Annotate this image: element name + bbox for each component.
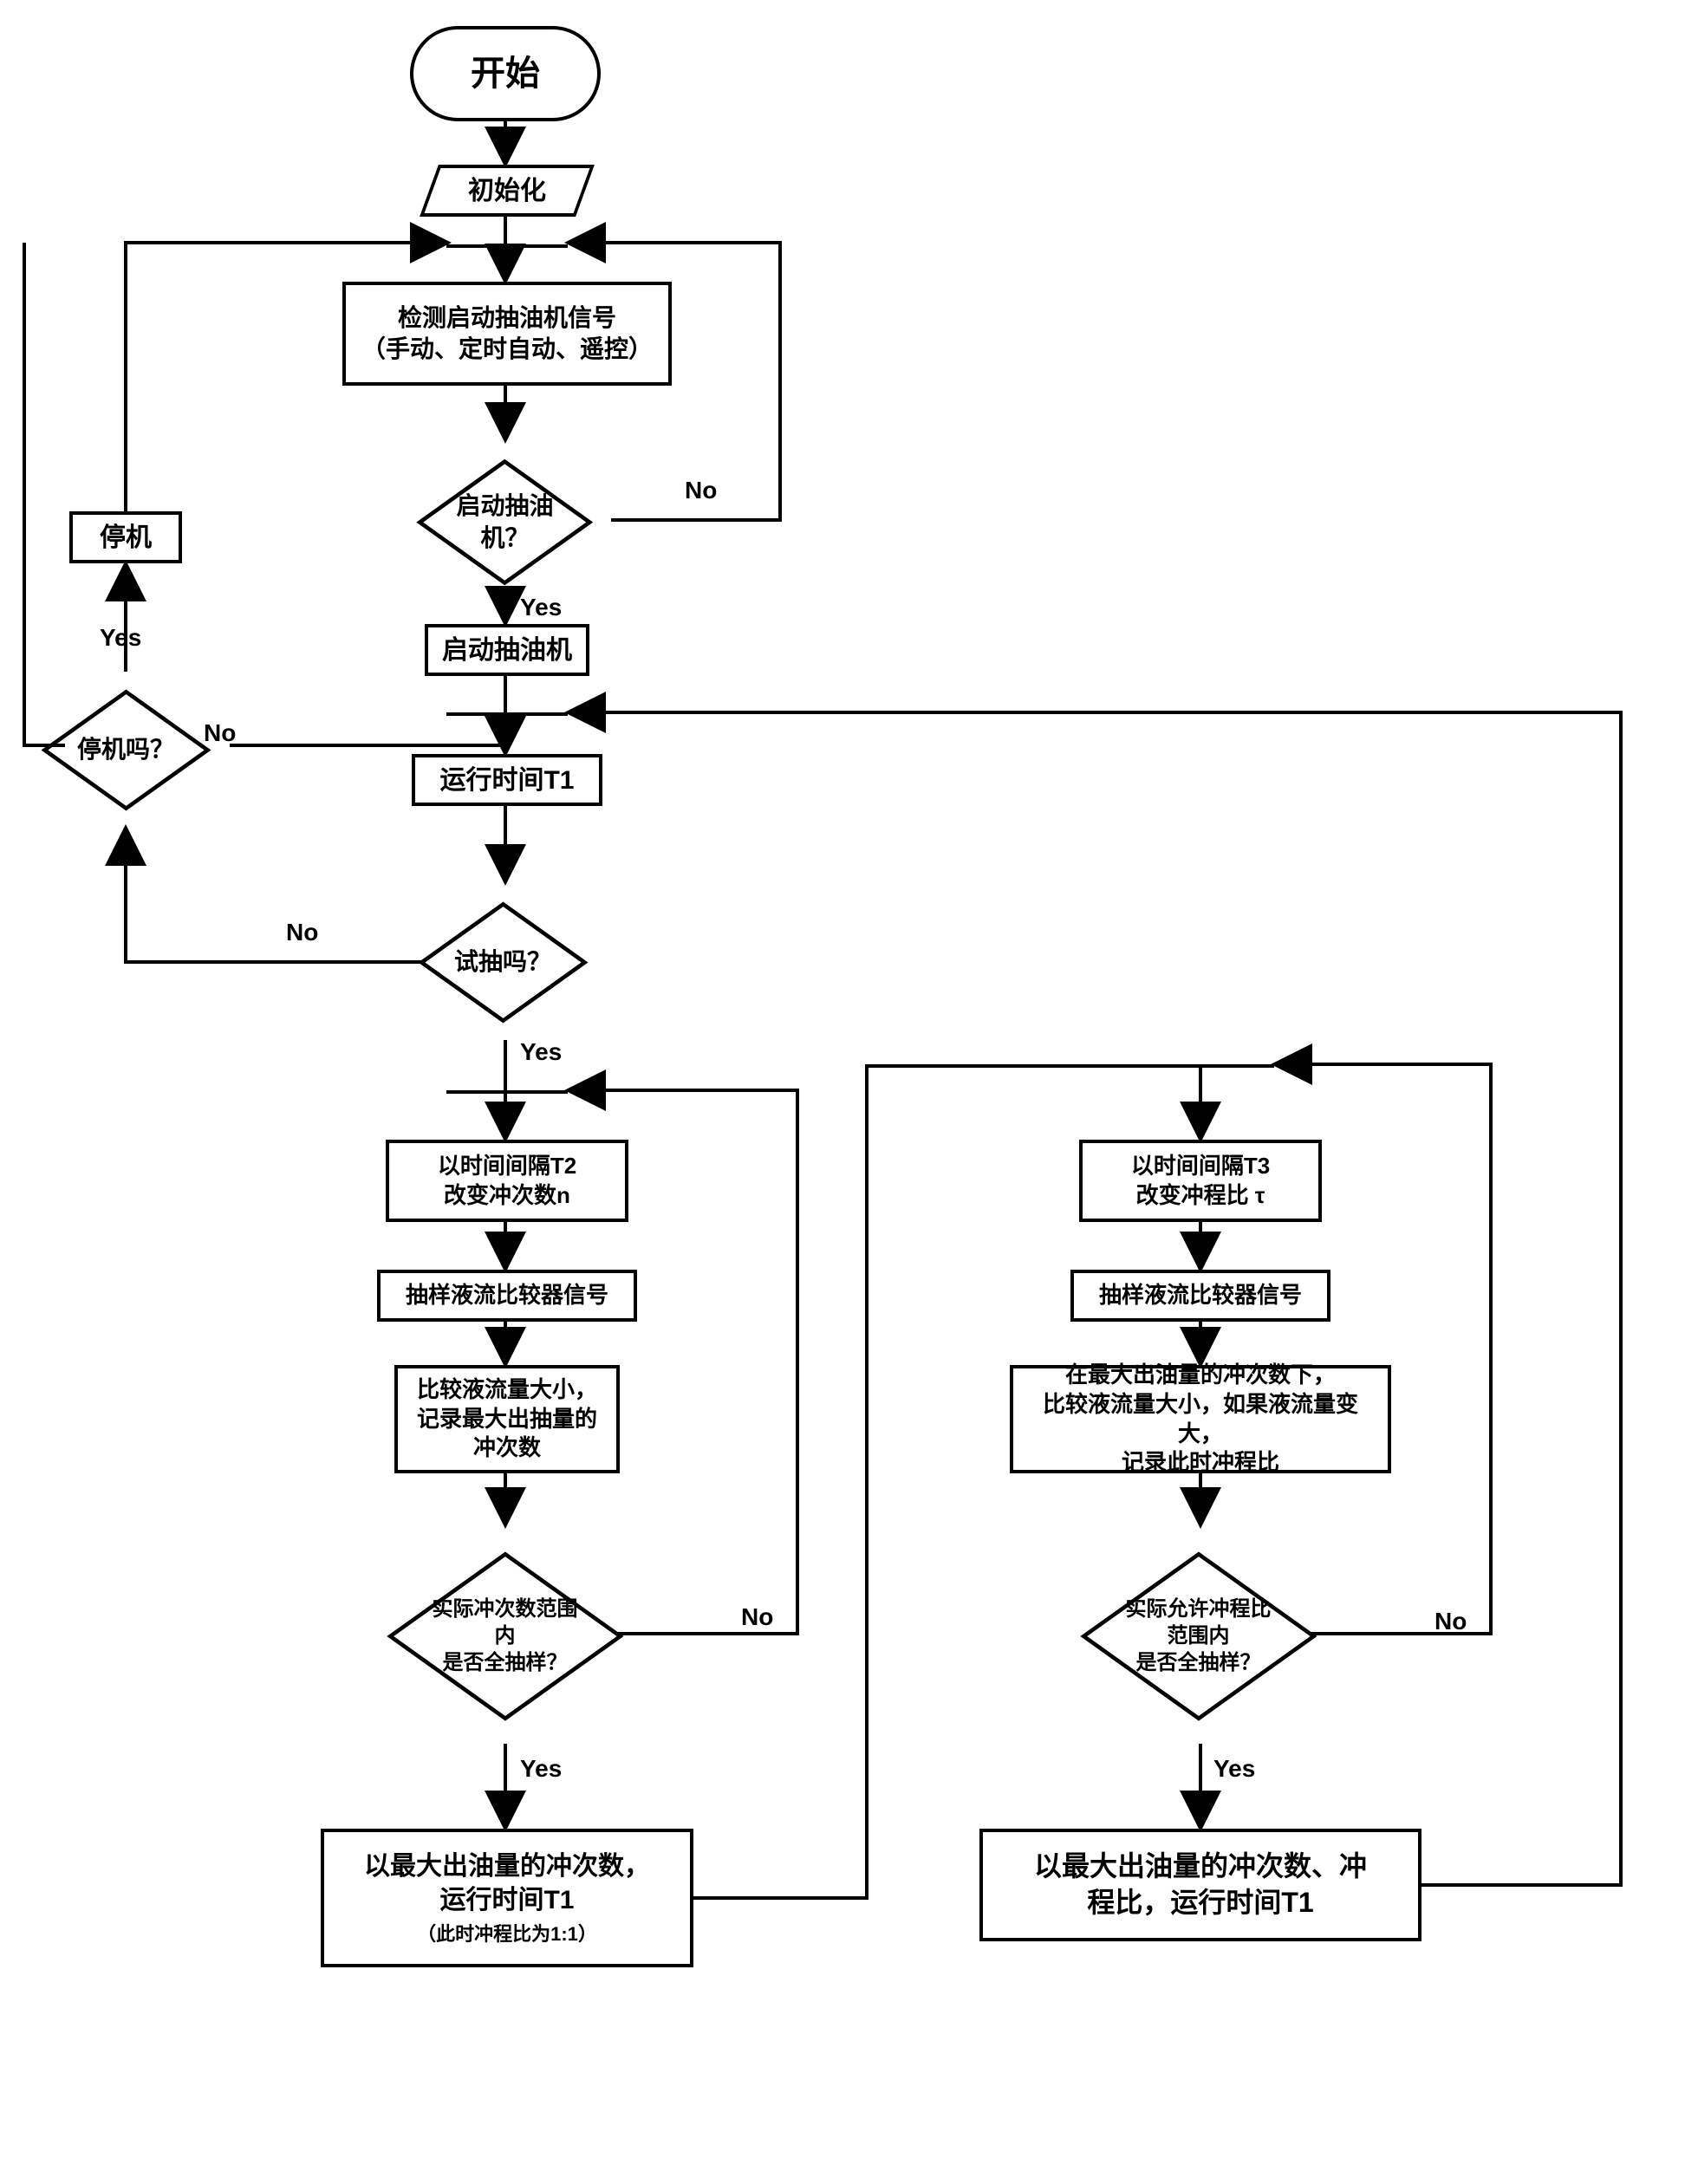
edge (230, 714, 505, 745)
edge (126, 828, 423, 962)
node-compare_r: 在最大出油量的冲次数下， 比较液流量大小，如果液流量变大， 记录此时冲程比 (1010, 1365, 1391, 1473)
node-t2_change: 以时间间隔T2 改变冲次数n (386, 1140, 628, 1222)
node-start: 开始 (410, 26, 601, 121)
edge-label-no4: No (741, 1603, 773, 1631)
edge (24, 243, 65, 745)
node-t3_change: 以时间间隔T3 改变冲程比 τ (1079, 1140, 1322, 1222)
node-do_start: 启动抽油机 (425, 624, 589, 676)
edge-label-no5: No (1435, 1608, 1467, 1635)
edge-label-yes5: Yes (1213, 1755, 1255, 1783)
node-sample_r: 抽样液流比较器信号 (1070, 1270, 1330, 1322)
node-q_stop: 停机吗？ (65, 689, 186, 810)
node-q_full_r: 实际允许冲程比范围内 是否全抽样？ (1114, 1551, 1283, 1720)
node-sample_l: 抽样液流比较器信号 (377, 1270, 637, 1322)
node-q_trial: 试抽吗？ (442, 901, 563, 1023)
edge-label-no2: No (286, 919, 318, 946)
edge-label-no1: No (685, 477, 717, 504)
edge-label-yes2: Yes (520, 1038, 562, 1066)
node-compare_l: 比较液流量大小， 记录最大出抽量的 冲次数 (394, 1365, 620, 1473)
edge-label-yes4: Yes (520, 1755, 562, 1783)
flowchart-edges (0, 0, 1698, 2184)
node-stop: 停机 (69, 511, 182, 563)
edge-label-yes1: Yes (520, 594, 562, 621)
node-result_l: 以最大出油量的冲次数， 运行时间T1（此时冲程比为1:1） (321, 1829, 693, 1967)
edge-label-yes3: Yes (100, 624, 141, 652)
node-result_r: 以最大出油量的冲次数、冲 程比，运行时间T1 (979, 1829, 1422, 1941)
node-init: 初始化 (429, 165, 585, 217)
node-q_full_l: 实际冲次数范围内 是否全抽样？ (420, 1551, 589, 1720)
edge-label-no3: No (204, 719, 236, 747)
node-detect: 检测启动抽油机信号 （手动、定时自动、遥控） (342, 282, 672, 386)
node-run_t1: 运行时间T1 (412, 754, 602, 806)
node-q_start: 启动抽油机？ (442, 459, 568, 585)
